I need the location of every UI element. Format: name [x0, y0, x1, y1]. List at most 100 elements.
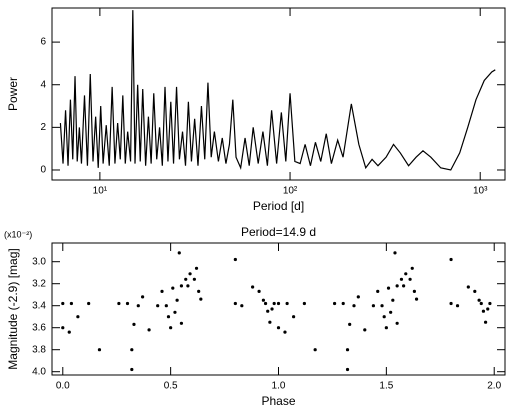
y-tick-label: 3.8 — [32, 344, 46, 355]
data-point — [348, 322, 352, 326]
data-point — [380, 304, 384, 308]
data-point — [186, 284, 190, 288]
data-point — [136, 304, 140, 308]
data-point — [276, 326, 281, 330]
data-point — [345, 367, 350, 372]
data-point — [341, 301, 345, 306]
data-point — [363, 328, 367, 332]
x-tick-label: 1.0 — [272, 381, 286, 392]
data-point — [332, 301, 337, 306]
data-point — [313, 348, 317, 352]
data-point — [171, 286, 175, 290]
data-point — [386, 286, 391, 290]
data-point — [466, 285, 470, 289]
data-point — [233, 257, 237, 262]
data-point — [283, 330, 287, 334]
data-point — [302, 301, 306, 306]
x-tick-label: 0.5 — [164, 381, 178, 392]
data-point — [194, 266, 199, 270]
data-point — [117, 301, 121, 306]
data-point — [132, 322, 136, 326]
y-tick-label: 6 — [40, 37, 46, 48]
data-point — [263, 301, 268, 306]
data-point — [395, 284, 399, 288]
data-point — [184, 277, 188, 281]
data-point — [175, 298, 179, 302]
data-point — [272, 301, 276, 306]
plot-frame — [51, 7, 506, 181]
data-point — [251, 285, 255, 289]
data-point — [156, 304, 160, 308]
data-point — [164, 304, 168, 308]
y-tick-label: 3.2 — [32, 278, 46, 289]
data-point — [173, 310, 177, 314]
x-tick-label: 10¹ — [93, 186, 108, 197]
data-point — [276, 301, 281, 306]
x-axis-label: Phase — [261, 394, 295, 405]
y-tick-label: 3.4 — [32, 300, 46, 311]
data-point — [199, 297, 203, 301]
data-point — [166, 315, 171, 319]
data-point — [356, 295, 360, 299]
data-point — [376, 289, 380, 293]
power-line — [59, 10, 496, 171]
data-point — [169, 326, 173, 330]
data-point — [125, 301, 130, 306]
x-tick-label: 2.0 — [487, 381, 501, 392]
data-point — [97, 348, 102, 352]
data-point — [188, 272, 192, 276]
data-point — [412, 289, 416, 293]
x-tick-label: 1.5 — [379, 381, 393, 392]
data-point — [147, 328, 151, 332]
y-multiplier: (x10⁻²) — [4, 229, 32, 239]
data-point — [402, 284, 406, 288]
y-axis-label: Magnitude (-2.9) [mag] — [6, 248, 20, 369]
data-point — [399, 277, 404, 281]
data-point — [192, 277, 196, 281]
data-point — [270, 307, 274, 311]
y-tick-label: 3.6 — [32, 322, 46, 333]
data-point — [404, 272, 408, 276]
data-point — [488, 301, 492, 306]
data-point — [345, 348, 350, 352]
data-point — [233, 301, 237, 306]
x-axis-label: Period [d] — [253, 199, 304, 213]
data-point — [455, 304, 460, 308]
data-point — [179, 284, 184, 288]
x-tick-label: 10² — [283, 186, 298, 197]
data-point — [477, 298, 481, 302]
data-point — [473, 289, 477, 293]
y-tick-label: 3.0 — [32, 256, 46, 267]
x-tick-label: 0.0 — [56, 381, 70, 392]
y-tick-label: 0 — [40, 165, 46, 176]
data-point — [69, 301, 74, 306]
data-point — [449, 257, 453, 262]
data-point — [414, 297, 419, 301]
data-point — [261, 298, 265, 302]
data-point — [382, 315, 386, 319]
data-point — [486, 307, 490, 311]
data-point — [67, 330, 71, 334]
data-point — [408, 277, 412, 281]
y-tick-label: 4.0 — [32, 366, 46, 377]
data-point — [371, 304, 376, 308]
data-point — [130, 348, 134, 352]
y-axis-label: Power — [6, 77, 20, 111]
plot-frame — [51, 242, 506, 376]
data-point — [483, 320, 488, 324]
data-point — [479, 301, 483, 306]
data-point — [61, 326, 65, 330]
y-tick-label: 2 — [40, 122, 46, 133]
data-point — [268, 320, 272, 324]
x-tick-label: 10³ — [473, 186, 488, 197]
data-point — [481, 309, 486, 313]
data-point — [177, 251, 181, 255]
data-point — [257, 289, 261, 293]
data-point — [130, 367, 134, 372]
y-tick-label: 4 — [40, 79, 46, 90]
data-point — [285, 301, 289, 306]
data-point — [76, 315, 80, 319]
data-point — [449, 301, 453, 306]
data-point — [292, 315, 296, 319]
